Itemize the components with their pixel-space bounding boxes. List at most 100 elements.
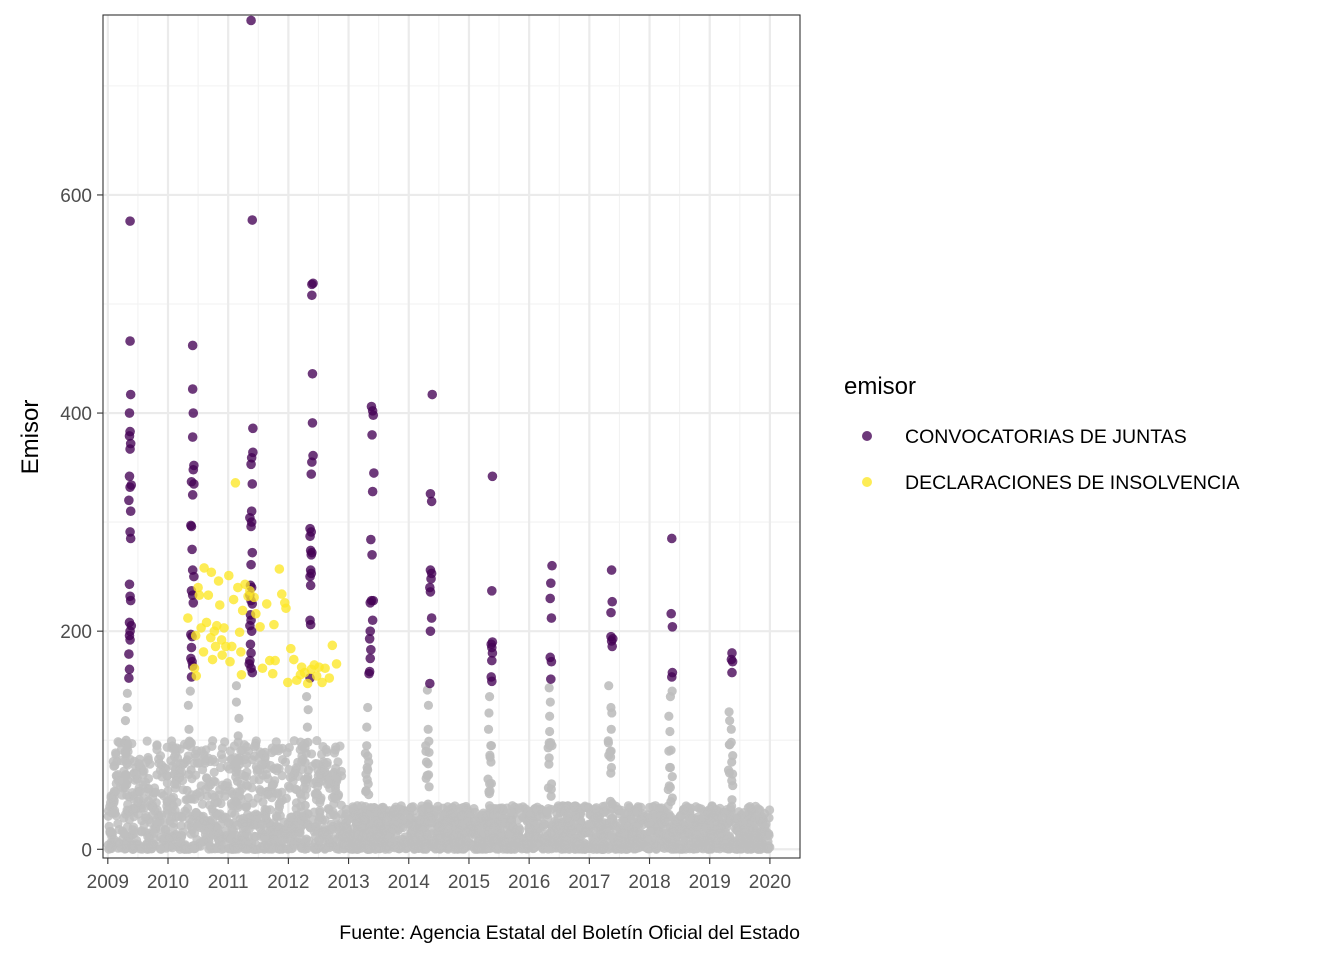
background-point — [238, 813, 248, 824]
background-point — [730, 844, 740, 854]
insolvencia-point — [183, 613, 193, 623]
convocatorias-point — [124, 408, 135, 418]
insolvencia-point — [285, 643, 296, 654]
background-point — [424, 736, 434, 746]
convocatorias-point — [246, 15, 256, 26]
background-point — [128, 804, 138, 814]
convocatorias-point — [246, 521, 256, 532]
background-point — [399, 805, 409, 816]
background-point — [249, 775, 259, 785]
convocatorias-point — [246, 459, 256, 470]
background-point — [483, 724, 494, 734]
x-axis: 2009 2010 2011 2012 2013 2014 2015 2016 2017 2018… — [87, 858, 791, 893]
background-point — [547, 820, 557, 830]
background-point — [231, 797, 241, 807]
insolvencia-point — [236, 647, 246, 657]
background-point — [632, 807, 642, 817]
background-point — [294, 826, 305, 837]
background-point — [398, 815, 408, 825]
convocatorias-point — [365, 626, 376, 636]
background-point — [667, 772, 677, 782]
background-point — [257, 819, 267, 830]
background-point — [606, 724, 616, 734]
background-point — [311, 788, 322, 798]
background-point — [265, 760, 276, 771]
insolvencia-point — [331, 659, 342, 669]
background-point — [725, 740, 735, 750]
background-point — [308, 815, 318, 825]
background-point — [484, 786, 494, 797]
background-point — [129, 840, 139, 851]
x-tick-label: 2010 — [147, 872, 189, 893]
background-point — [174, 772, 184, 782]
background-point — [605, 747, 615, 757]
insolvencia-point — [270, 655, 280, 666]
background-point — [486, 740, 496, 751]
background-point — [485, 831, 495, 841]
background-point — [427, 817, 437, 828]
convocatorias-point — [188, 408, 199, 418]
background-point — [449, 817, 459, 827]
insolvencia-point — [317, 677, 327, 688]
convocatorias-point — [368, 410, 379, 421]
background-point — [269, 835, 280, 845]
background-point — [575, 817, 586, 827]
background-point — [183, 700, 193, 710]
background-point — [320, 766, 330, 776]
background-point — [174, 811, 184, 821]
x-tick-label: 2017 — [568, 872, 610, 893]
background-point — [184, 736, 195, 746]
background-point — [592, 818, 603, 828]
background-point — [484, 691, 495, 702]
background-point — [312, 735, 322, 746]
background-point — [277, 844, 287, 854]
background-point — [184, 724, 194, 734]
background-point — [183, 803, 193, 813]
convocatorias-point — [487, 471, 498, 482]
background-point — [485, 752, 495, 762]
background-point — [138, 780, 148, 790]
background-point — [141, 811, 151, 821]
background-point — [514, 803, 525, 813]
background-point — [230, 844, 240, 854]
insolvencia-point — [233, 582, 243, 593]
background-point — [143, 831, 153, 842]
background-point — [383, 840, 393, 850]
background-point — [375, 843, 385, 853]
convocatorias-point — [187, 384, 198, 394]
background-point — [163, 771, 173, 781]
convocatorias-point — [305, 571, 315, 582]
background-point — [231, 681, 242, 691]
background-point — [507, 842, 517, 852]
background-point — [645, 826, 655, 837]
convocatorias-point — [125, 444, 135, 454]
convocatorias-point — [364, 633, 375, 644]
background-point — [515, 825, 525, 835]
background-point — [300, 800, 310, 810]
convocatorias-point — [188, 464, 199, 475]
background-point — [340, 812, 350, 822]
background-point — [607, 799, 617, 809]
background-point — [169, 744, 180, 754]
convocatorias-point — [245, 639, 256, 650]
background-point — [498, 830, 508, 841]
background-point — [218, 754, 228, 764]
background-point — [569, 802, 580, 812]
insolvencia-point — [274, 564, 285, 574]
background-point — [717, 812, 727, 822]
background-point — [348, 803, 358, 814]
convocatorias-point — [187, 490, 198, 500]
background-point — [400, 832, 410, 842]
background-point — [409, 836, 419, 846]
background-point — [171, 831, 182, 841]
insolvencia-point — [210, 641, 221, 652]
background-point — [618, 844, 628, 854]
background-point — [256, 786, 266, 797]
background-point — [599, 807, 609, 817]
background-point — [226, 834, 236, 844]
background-point — [305, 823, 316, 833]
x-tick-label: 2019 — [689, 872, 731, 893]
background-point — [151, 787, 161, 797]
background-point — [707, 805, 717, 815]
background-point — [603, 738, 614, 748]
